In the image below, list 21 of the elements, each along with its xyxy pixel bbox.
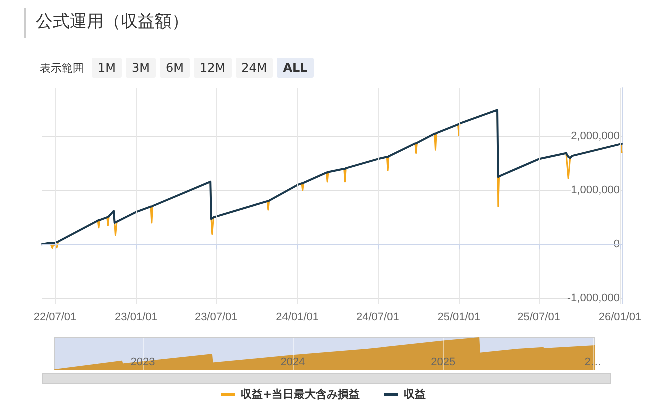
x-tick-label: 22/07/01 bbox=[34, 312, 77, 324]
text: 3M bbox=[126, 58, 156, 78]
x-tick-label: 23/01/01 bbox=[115, 312, 158, 324]
legend-label: 収益+当日最大含み損益 bbox=[240, 386, 360, 402]
x-tick-label: 25/07/01 bbox=[518, 312, 560, 324]
chart-title: 公式運用（収益額） bbox=[24, 8, 189, 38]
text: 24M bbox=[236, 58, 274, 78]
x-tick-label: 26/01/01 bbox=[598, 312, 642, 324]
y-tick-label: 2,000,000 bbox=[571, 130, 620, 143]
x-tick-label: 25/01/01 bbox=[438, 312, 481, 324]
text: 12M bbox=[194, 58, 232, 78]
text: 6M bbox=[160, 58, 190, 78]
text: 表示範囲 bbox=[40, 60, 84, 76]
x-tick-label: 24/01/01 bbox=[276, 312, 319, 324]
y-tick-label: -1,000,000 bbox=[567, 292, 620, 305]
x-tick-label: 24/07/01 bbox=[356, 312, 400, 324]
x-tick-label: 23/07/01 bbox=[194, 312, 238, 324]
y-tick-label: 1,000,000 bbox=[571, 184, 620, 197]
legend-label: 収益 bbox=[404, 386, 426, 402]
text: ALL bbox=[277, 58, 314, 78]
text: 1M bbox=[92, 58, 122, 78]
